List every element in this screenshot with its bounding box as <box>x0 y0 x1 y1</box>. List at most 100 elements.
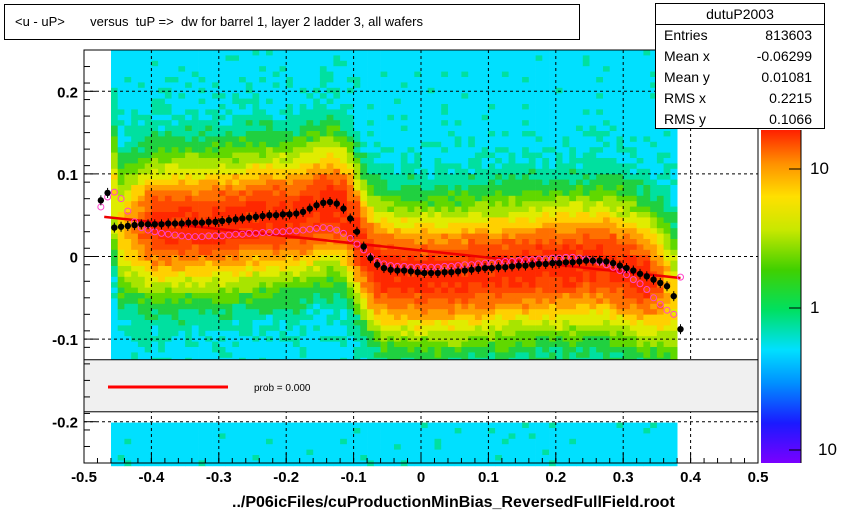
heatmap-cell <box>508 77 516 83</box>
heatmap-cell <box>427 303 435 310</box>
heatmap-cell <box>387 352 395 359</box>
heatmap-cell <box>528 222 536 229</box>
heatmap-cell <box>562 141 570 148</box>
heatmap-cell <box>292 55 300 62</box>
heatmap-cell <box>306 239 314 245</box>
heatmap-cell <box>394 239 402 245</box>
heatmap-cell <box>266 309 274 315</box>
heatmap-cell <box>495 114 503 121</box>
heatmap-cell <box>171 93 179 99</box>
heatmap-cell <box>461 158 469 164</box>
heatmap-cell <box>205 206 213 213</box>
heatmap-cell <box>198 82 206 89</box>
heatmap-cell <box>319 60 327 67</box>
heatmap-cell <box>481 314 489 321</box>
heatmap-cell <box>185 66 193 72</box>
heatmap-cell <box>528 195 536 202</box>
heatmap-cell <box>495 141 503 148</box>
heatmap-cell <box>474 438 482 445</box>
heatmap-cell <box>555 114 563 121</box>
heatmap-cell <box>137 444 145 450</box>
heatmap-cell <box>373 271 381 278</box>
heatmap-cell <box>474 260 482 267</box>
heatmap-cell <box>562 185 570 191</box>
heatmap-cell <box>562 222 570 229</box>
heatmap-cell <box>124 141 132 148</box>
heatmap-cell <box>319 455 327 461</box>
heatmap-cell <box>569 66 577 72</box>
heatmap-cell <box>414 147 422 153</box>
heatmap-cell <box>191 293 199 299</box>
heatmap-cell <box>232 433 240 440</box>
heatmap-cell <box>286 266 294 272</box>
heatmap-cell <box>515 212 523 218</box>
heatmap-cell <box>387 190 395 197</box>
heatmap-cell <box>137 109 145 116</box>
heatmap-cell <box>373 228 381 234</box>
heatmap-cell <box>488 179 496 186</box>
heatmap-cell <box>387 98 395 105</box>
heatmap-cell <box>164 325 172 332</box>
heatmap-cell <box>454 190 462 197</box>
heatmap-cell <box>158 168 166 175</box>
heatmap-cell <box>313 120 321 126</box>
heatmap-cell <box>360 222 368 229</box>
heatmap-cell <box>414 422 422 429</box>
heatmap-cell <box>488 77 496 83</box>
heatmap-cell <box>515 455 523 461</box>
heatmap-cell <box>232 449 240 456</box>
heatmap-cell <box>158 293 166 299</box>
heatmap-cell <box>373 60 381 67</box>
heatmap-cell <box>144 87 152 94</box>
heatmap-cell <box>488 276 496 283</box>
heatmap-cell <box>340 352 348 359</box>
heatmap-cell <box>178 125 186 132</box>
heatmap-cell <box>286 314 294 321</box>
heatmap-cell <box>205 433 213 440</box>
heatmap-cell <box>178 158 186 164</box>
heatmap-cell <box>266 314 274 321</box>
heatmap-cell <box>441 174 449 180</box>
heatmap-cell <box>501 239 509 245</box>
heatmap-cell <box>313 60 321 67</box>
heatmap-cell <box>144 179 152 186</box>
heatmap-cell <box>171 147 179 153</box>
heatmap-cell <box>151 104 159 110</box>
heatmap-cell <box>292 239 300 245</box>
heatmap-cell <box>481 239 489 245</box>
heatmap-cell <box>454 239 462 245</box>
heatmap-cell <box>360 233 368 240</box>
heatmap-cell <box>111 71 119 78</box>
heatmap-cell <box>319 82 327 89</box>
heatmap-cell <box>508 249 516 256</box>
heatmap-cell <box>299 309 307 315</box>
heatmap-cell <box>151 320 159 326</box>
heatmap-cell <box>212 131 220 137</box>
heatmap-cell <box>387 206 395 213</box>
heatmap-cell <box>360 163 368 170</box>
heatmap-cell <box>434 71 442 78</box>
heatmap-cell <box>346 282 354 288</box>
heatmap-cell <box>427 352 435 359</box>
heatmap-cell <box>501 60 509 67</box>
heatmap-cell <box>306 174 314 180</box>
heatmap-cell <box>124 179 132 186</box>
heatmap-cell <box>394 66 402 72</box>
heatmap-cell <box>239 179 247 186</box>
heatmap-cell <box>306 212 314 218</box>
heatmap-cell <box>286 341 294 348</box>
heatmap-cell <box>131 438 139 445</box>
heatmap-cell <box>111 158 119 164</box>
heatmap-cell <box>441 158 449 164</box>
heatmap-cell <box>198 55 206 62</box>
heatmap-cell <box>185 82 193 89</box>
heatmap-cell <box>522 158 530 164</box>
heatmap-cell <box>111 66 119 72</box>
heatmap-cell <box>333 206 341 213</box>
heatmap-cell <box>218 82 226 89</box>
heatmap-cell <box>131 50 139 56</box>
heatmap-cell <box>522 114 530 121</box>
heatmap-cell <box>306 244 314 251</box>
heatmap-cell <box>454 428 462 434</box>
heatmap-cell <box>360 212 368 218</box>
